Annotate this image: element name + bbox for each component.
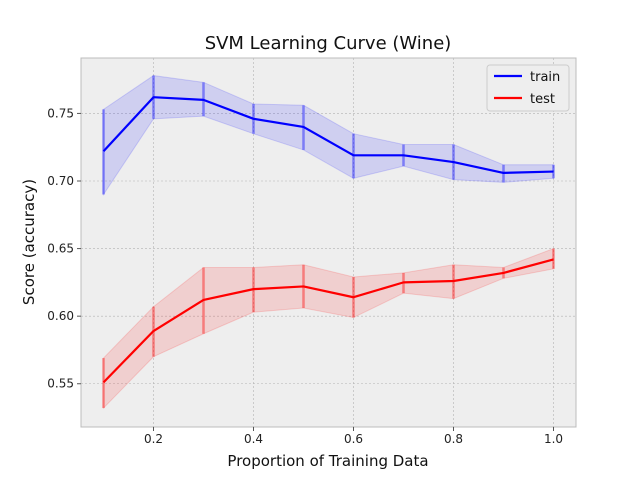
x-axis-label: Proportion of Training Data xyxy=(227,452,428,470)
series-line-train xyxy=(102,96,554,174)
x-tick-label: 0.2 xyxy=(144,432,163,446)
x-tick-label: 0.4 xyxy=(244,432,263,446)
series-lines xyxy=(102,96,554,384)
band-test xyxy=(103,247,554,410)
plot-frame xyxy=(80,57,577,428)
y-tick-label: 0.75 xyxy=(47,106,74,120)
y-tick-label: 0.65 xyxy=(47,242,74,256)
x-tick-label: 0.6 xyxy=(344,432,363,446)
y-tick-label: 0.60 xyxy=(47,309,74,323)
legend: train test xyxy=(486,64,570,112)
x-axis-ticks: 0.2 0.4 0.6 0.8 1.0 xyxy=(144,427,563,446)
legend-label-train: train xyxy=(530,70,560,85)
grid-lines xyxy=(81,58,576,427)
x-tick-label: 0.8 xyxy=(444,432,463,446)
y-tick-label: 0.70 xyxy=(47,174,74,188)
plot-area xyxy=(81,58,576,427)
legend-label-test: test xyxy=(530,92,555,107)
chart-title: SVM Learning Curve (Wine) xyxy=(205,33,452,54)
y-axis-ticks: 0.55 0.60 0.65 0.70 0.75 xyxy=(47,106,81,391)
x-tick-label: 1.0 xyxy=(544,432,563,446)
y-tick-label: 0.55 xyxy=(47,377,74,391)
series-line-test xyxy=(102,258,554,384)
y-axis-label: Score (accuracy) xyxy=(20,179,38,305)
